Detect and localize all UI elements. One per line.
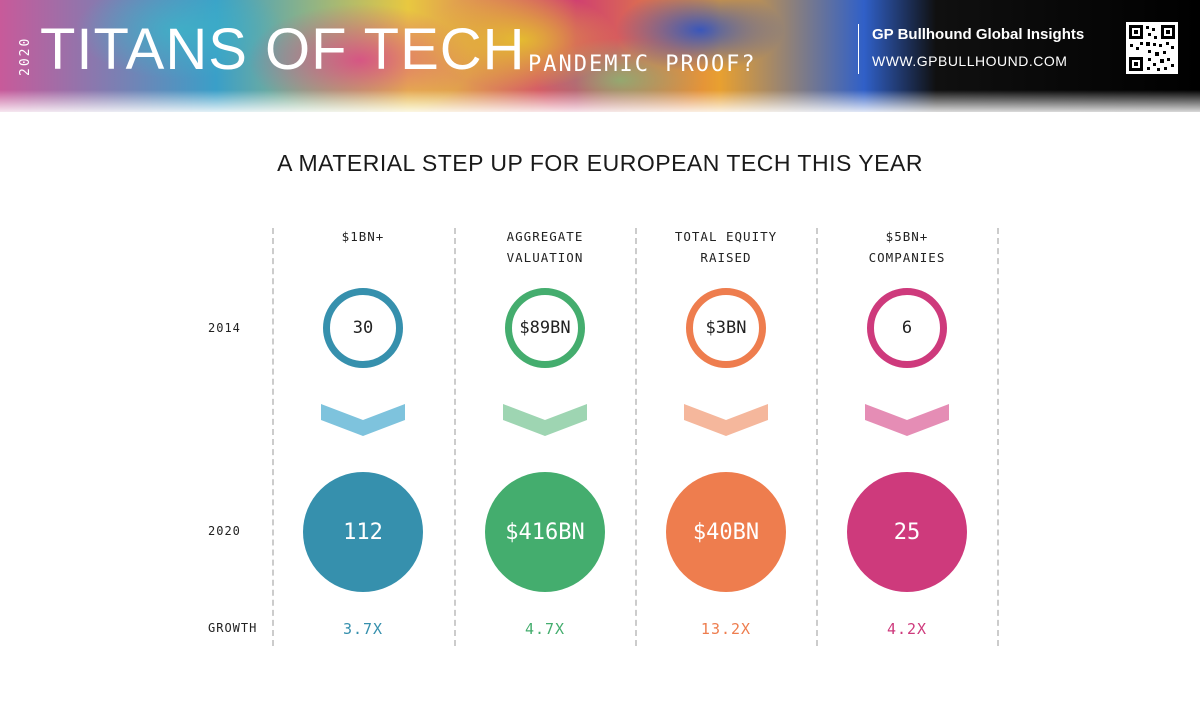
chevron-down-icon: [503, 404, 587, 436]
value-2020-disc: $416BN: [485, 472, 605, 592]
year-label: 2020: [18, 36, 33, 76]
growth-value: 4.7X: [524, 620, 566, 638]
chevron-shape: [865, 404, 949, 436]
value-2020-disc: $40BN: [666, 472, 786, 592]
brand-name: GP Bullhound Global Insights: [872, 26, 1085, 43]
header-banner: 2020 TITANS OF TECH PANDEMIC PROOF? GP B…: [0, 0, 1200, 112]
column-header: AGGREGATE VALUATION: [460, 226, 630, 268]
column-divider: [816, 228, 818, 646]
column-header-line1: $5BN+: [885, 229, 929, 244]
value-2014-ring: $89BN: [505, 288, 585, 368]
chevron-shape: [503, 404, 587, 436]
column-header-line2: VALUATION: [506, 250, 584, 265]
section-title: A MATERIAL STEP UP FOR EUROPEAN TECH THI…: [277, 150, 923, 176]
page-title: TITANS OF TECH: [40, 17, 526, 82]
row-label-2020: 2020: [208, 524, 241, 538]
row-label-growth: GROWTH: [208, 621, 258, 635]
value-2014-ring: $3BN: [686, 288, 766, 368]
column-header-line1: AGGREGATE: [506, 229, 584, 244]
chevron-shape: [684, 404, 768, 436]
row-label-2014: 2014: [208, 321, 241, 335]
column-header-line1: $1BN+: [341, 229, 385, 244]
column-divider: [635, 228, 637, 646]
column-header-line2: RAISED: [700, 250, 752, 265]
chevron-shape: [321, 404, 405, 436]
value-2020-disc: 112: [303, 472, 423, 592]
value-2014-ring: 30: [323, 288, 403, 368]
growth-value: 13.2X: [700, 620, 752, 638]
value-2014-ring: 6: [867, 288, 947, 368]
column-header-line2: COMPANIES: [868, 250, 946, 265]
growth-value: 4.2X: [886, 620, 928, 638]
chevron-down-icon: [321, 404, 405, 436]
column-divider: [997, 228, 999, 646]
column-header: $1BN+: [278, 226, 448, 247]
value-2020-disc: 25: [847, 472, 967, 592]
column-header: TOTAL EQUITY RAISED: [641, 226, 811, 268]
column-divider: [272, 228, 274, 646]
brand-divider: [858, 24, 859, 74]
column-divider: [454, 228, 456, 646]
qr-code-icon[interactable]: [1126, 22, 1178, 74]
brand-url[interactable]: WWW.GPBULLHOUND.COM: [872, 53, 1068, 69]
column-header: $5BN+ COMPANIES: [822, 226, 992, 268]
growth-value: 3.7X: [342, 620, 384, 638]
column-header-line1: TOTAL EQUITY: [674, 229, 778, 244]
page-subtitle: PANDEMIC PROOF?: [528, 52, 757, 77]
chevron-down-icon: [865, 404, 949, 436]
chevron-down-icon: [684, 404, 768, 436]
